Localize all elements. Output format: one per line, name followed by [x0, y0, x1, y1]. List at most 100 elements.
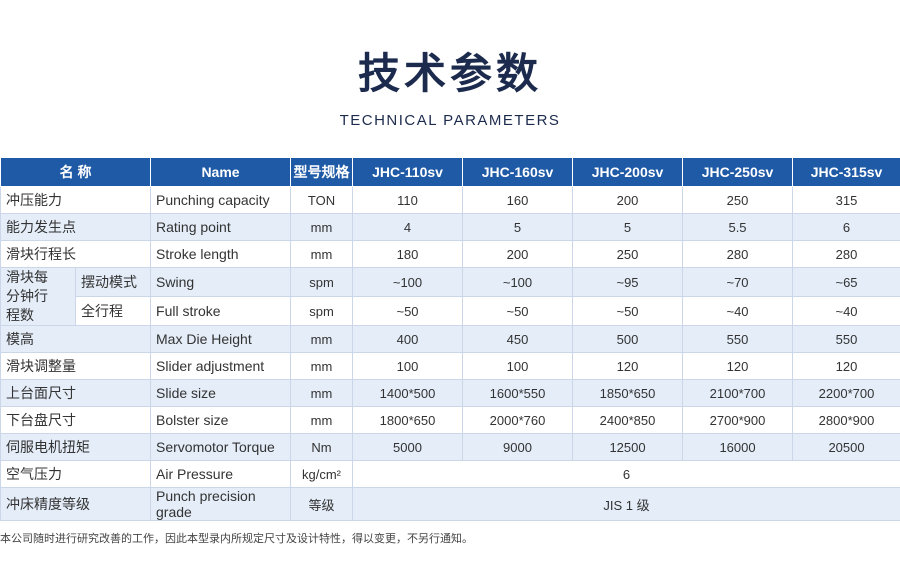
cell: 500: [572, 325, 684, 353]
row: 模高 Max Die Height mm 400 450 500 550 550: [0, 325, 900, 353]
cell: 250: [682, 186, 794, 214]
cell: ~95: [572, 267, 684, 297]
cell: JIS 1 级: [352, 487, 900, 521]
cell: 1400*500: [352, 379, 464, 407]
cell: Swing: [150, 267, 292, 297]
cell: 5000: [352, 433, 464, 461]
cell: 250: [572, 240, 684, 268]
cell: 550: [792, 325, 900, 353]
cell: 能力发生点: [0, 213, 152, 241]
row: 滑块行程长 Stroke length mm 180 200 250 280 280: [0, 240, 900, 268]
cell: 100: [462, 352, 574, 380]
cell: 120: [572, 352, 684, 380]
cell: Stroke length: [150, 240, 292, 268]
header-row: 名 称 Name 型号规格 JHC-110sv JHC-160sv JHC-200sv JH…: [0, 157, 900, 187]
cell: ~100: [462, 267, 574, 297]
cell: 滑块调整量: [0, 352, 152, 380]
cell: 5.5: [682, 213, 794, 241]
cell: ~40: [682, 296, 794, 326]
column-header: JHC-160sv: [462, 157, 574, 187]
cell: 16000: [682, 433, 794, 461]
cell: 2800*900: [792, 406, 900, 434]
cell: 2100*700: [682, 379, 794, 407]
cell: 200: [572, 186, 684, 214]
cell: Servomotor Torque: [150, 433, 292, 461]
row: 上台面尺寸 Slide size mm 1400*500 1600*550 1850*65…: [0, 379, 900, 407]
cell: 6: [792, 213, 900, 241]
cell: 下台盘尺寸: [0, 406, 152, 434]
cell: spm: [290, 296, 354, 326]
cell: ~65: [792, 267, 900, 297]
cell: 空气压力: [0, 460, 152, 488]
row: 空气压力 Air Pressure kg/cm² 6: [0, 460, 900, 488]
cell: 摆动模式: [74, 267, 152, 297]
cell: ~100: [352, 267, 464, 297]
row: 滑块每分钟行程数 摆动模式 Swing spm ~100 ~100 ~95 ~70 ~65: [0, 267, 900, 326]
cell: kg/cm²: [290, 460, 354, 488]
column-header: JHC-250sv: [682, 157, 794, 187]
cell: Slide size: [150, 379, 292, 407]
spec-table: 名 称 Name 型号规格 JHC-110sv JHC-160sv JHC-200sv JH…: [0, 157, 900, 521]
footnote: 本公司随时进行研究改善的工作，因此本型录内所规定尺寸及设计特性，得以变更，不另行…: [0, 533, 473, 545]
cell: 1600*550: [462, 379, 574, 407]
row: 伺服电机扭矩 Servomotor Torque Nm 5000 9000 12500 16…: [0, 433, 900, 461]
cell: 180: [352, 240, 464, 268]
cell: 上台面尺寸: [0, 379, 152, 407]
title: 技术参数: [357, 50, 542, 97]
cell: ~50: [572, 296, 684, 326]
cell: 5: [572, 213, 684, 241]
cell: 120: [682, 352, 794, 380]
cell: 全行程: [74, 296, 152, 326]
cell: Bolster size: [150, 406, 292, 434]
cell: 2000*760: [462, 406, 574, 434]
column-header: JHC-315sv: [792, 157, 900, 187]
group-cell: 滑块每分钟行程数: [0, 267, 76, 326]
cell: 160: [462, 186, 574, 214]
cell: TON: [290, 186, 354, 214]
cell: 315: [792, 186, 900, 214]
cell: 模高: [0, 325, 152, 353]
cell: 550: [682, 325, 794, 353]
cell: Punch precision grade: [150, 487, 292, 521]
cell: 450: [462, 325, 574, 353]
row: 下台盘尺寸 Bolster size mm 1800*650 2000*760 2400*…: [0, 406, 900, 434]
cell: 2400*850: [572, 406, 684, 434]
cell: 等级: [290, 487, 354, 521]
cell: Max Die Height: [150, 325, 292, 353]
cell: mm: [290, 213, 354, 241]
cell: 200: [462, 240, 574, 268]
row: 能力发生点 Rating point mm 4 5 5 5.5 6: [0, 213, 900, 241]
cell: Rating point: [150, 213, 292, 241]
cell: 冲床精度等级: [0, 487, 152, 521]
cell: 1800*650: [352, 406, 464, 434]
cell: 5: [462, 213, 574, 241]
cell: spm: [290, 267, 354, 297]
cell: Full stroke: [150, 296, 292, 326]
cell: 12500: [572, 433, 684, 461]
cell: 280: [682, 240, 794, 268]
row: 冲压能力 Punching capacity TON 110 160 200 250 315: [0, 186, 900, 214]
column-header: JHC-200sv: [572, 157, 684, 187]
cell: 20500: [792, 433, 900, 461]
row: 滑块调整量 Slider adjustment mm 100 100 120 120 120: [0, 352, 900, 380]
cell: 110: [352, 186, 464, 214]
cell: Nm: [290, 433, 354, 461]
subtitle: TECHNICAL PARAMETERS: [339, 112, 561, 129]
cell: ~40: [792, 296, 900, 326]
cell: 280: [792, 240, 900, 268]
cell: Slider adjustment: [150, 352, 292, 380]
row: 冲床精度等级 Punch precision grade 等级 JIS 1 级: [0, 487, 900, 521]
row: 全行程 Full stroke spm ~50 ~50 ~50 ~40 ~40: [1, 296, 900, 326]
cell: ~50: [462, 296, 574, 326]
cell: 滑块行程长: [0, 240, 152, 268]
cell: 4: [352, 213, 464, 241]
cell: 2200*700: [792, 379, 900, 407]
cell: 伺服电机扭矩: [0, 433, 152, 461]
column-header: 型号规格: [290, 157, 354, 187]
cell: ~70: [682, 267, 794, 297]
cell: Punching capacity: [150, 186, 292, 214]
cell: mm: [290, 325, 354, 353]
column-header: Name: [150, 157, 292, 187]
cell: mm: [290, 352, 354, 380]
cell: 1850*650: [572, 379, 684, 407]
